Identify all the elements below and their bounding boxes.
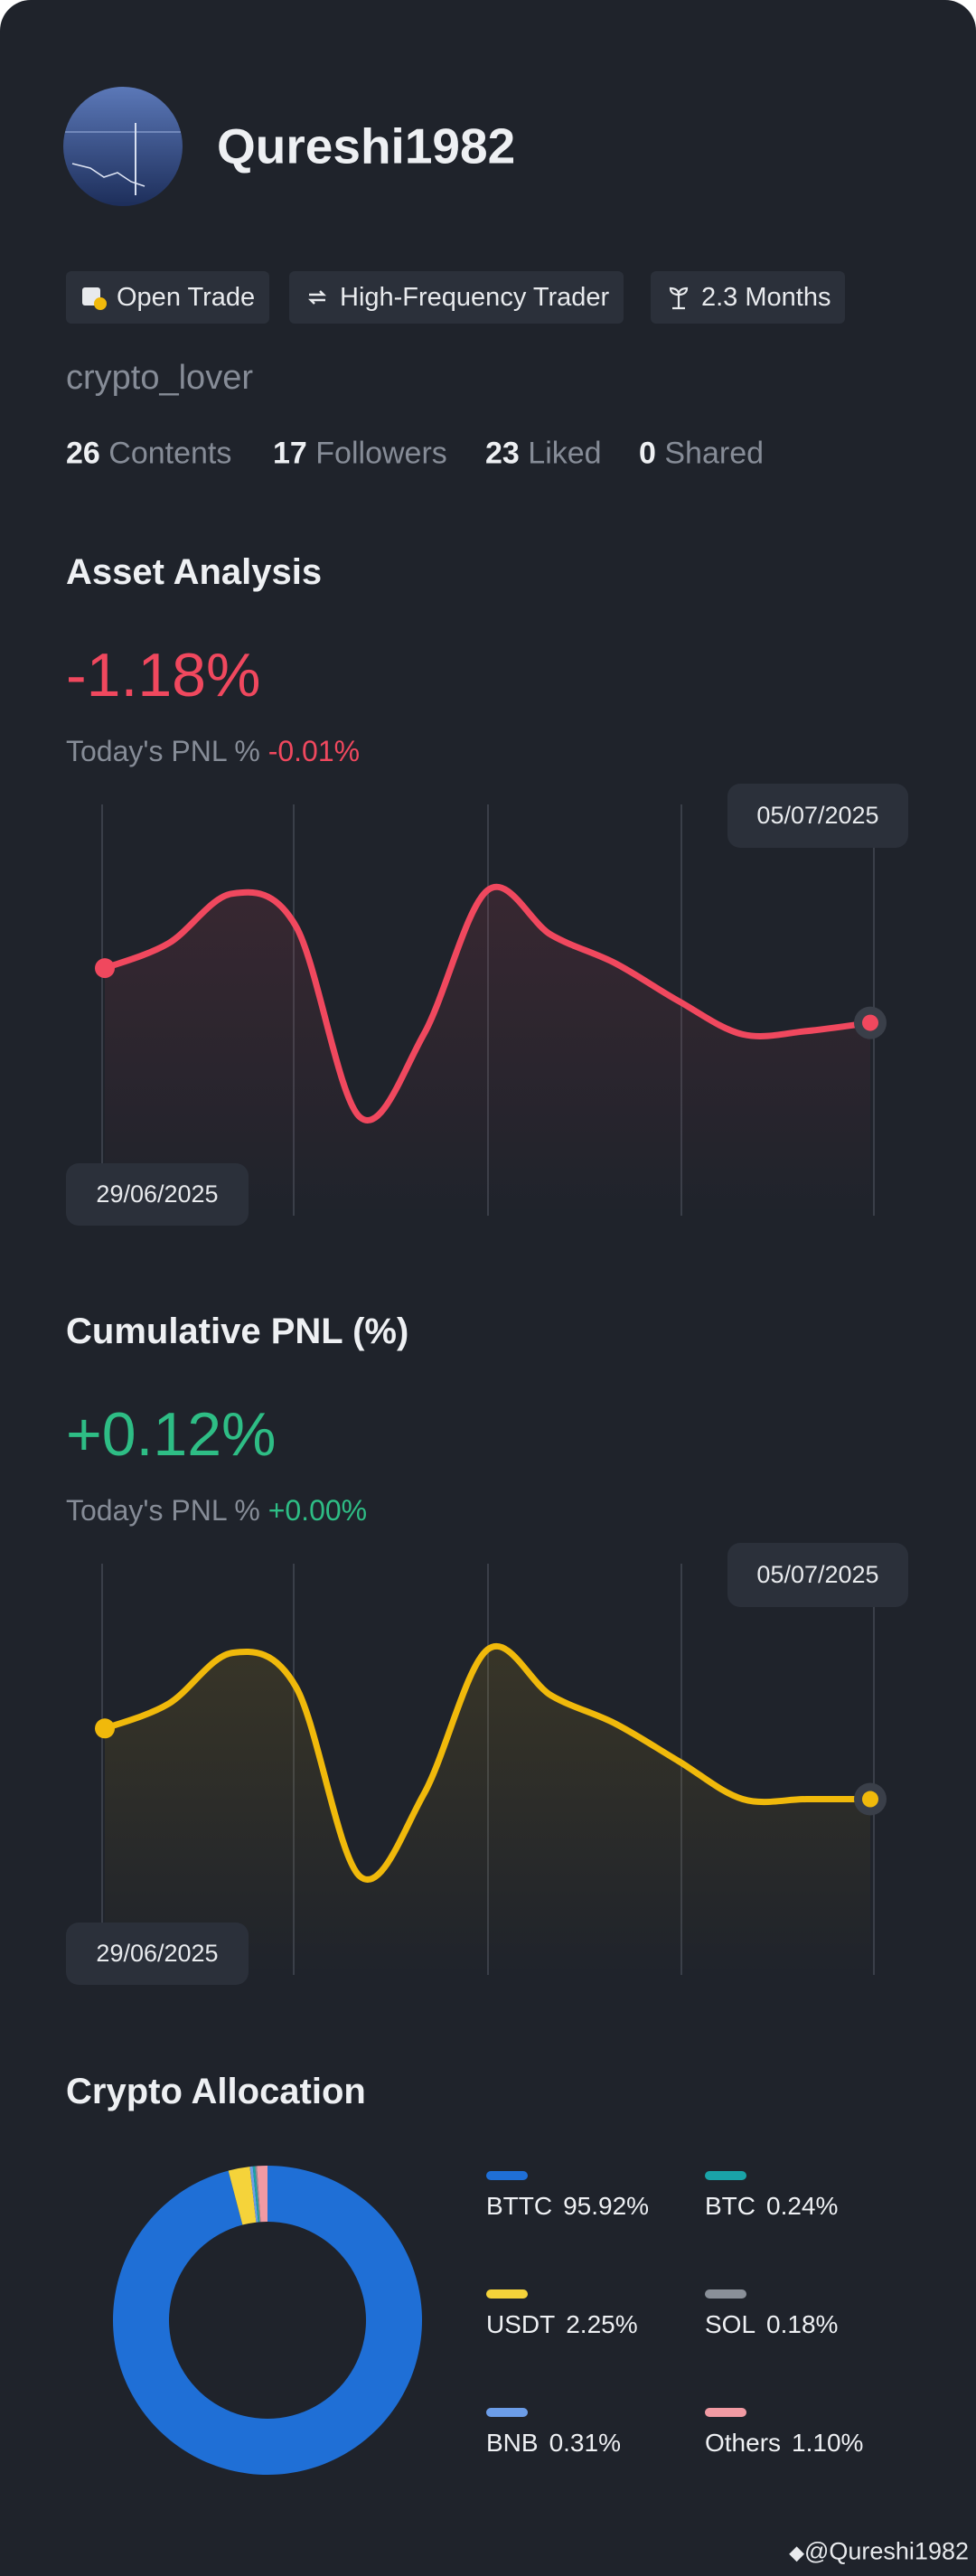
stat-label: Liked xyxy=(528,436,602,471)
tag-label: Open Trade xyxy=(117,282,256,312)
end-dot xyxy=(862,1791,878,1808)
stat-value: 23 xyxy=(485,436,520,471)
end-dot xyxy=(862,1014,878,1031)
stat-value: 26 xyxy=(66,436,100,471)
line-area xyxy=(105,1646,870,1975)
legend-swatch xyxy=(486,2171,528,2180)
watermark-text: @Qureshi1982 xyxy=(803,2537,969,2565)
donut-segment xyxy=(252,2166,260,2223)
today-value: -0.01% xyxy=(267,735,361,767)
section-title: Crypto Allocation xyxy=(66,2072,366,2111)
line xyxy=(101,884,874,1123)
end-date: 05/07/2025 xyxy=(727,1543,908,1607)
legend-name: BTTC xyxy=(486,2192,552,2220)
start-date: 29/06/2025 xyxy=(66,1923,249,1985)
legend-label: Others 1.10% xyxy=(705,2429,863,2457)
bio: crypto_lover xyxy=(66,359,253,397)
legend-value: 2.25% xyxy=(566,2310,637,2338)
legend-name: USDT xyxy=(486,2310,555,2338)
tag-icon xyxy=(669,287,689,310)
today-pnl: Today's PNL % +0.00% xyxy=(66,1496,367,1525)
stat: 23 Liked xyxy=(485,437,602,472)
today-label: Today's PNL % xyxy=(66,735,260,767)
legend-value: 0.31% xyxy=(549,2429,621,2457)
tag: 2.3 Months xyxy=(651,271,846,324)
start-date: 29/06/2025 xyxy=(66,1163,249,1226)
asset-value: -1.18% xyxy=(66,641,261,710)
username: Qureshi1982 xyxy=(217,118,516,174)
legend-swatch xyxy=(705,2289,746,2299)
start-dot xyxy=(95,1718,115,1739)
legend-swatch xyxy=(486,2408,528,2417)
stat: 26 Contents xyxy=(66,437,231,472)
legend-name: Others xyxy=(705,2429,781,2457)
end-date: 05/07/2025 xyxy=(727,784,908,848)
tag: High-Frequency Trader xyxy=(289,271,624,324)
today-value: +0.00% xyxy=(267,1494,368,1527)
legend-value: 0.24% xyxy=(766,2192,838,2220)
today-pnl: Today's PNL % -0.01% xyxy=(66,737,360,766)
stat: 0 Shared xyxy=(639,437,764,472)
stat-label: Followers xyxy=(315,436,447,471)
tag-icon xyxy=(307,290,327,305)
donut-segment xyxy=(257,2166,267,2223)
stat-label: Contents xyxy=(108,436,232,471)
legend-label: USDT 2.25% xyxy=(486,2310,638,2338)
donut-segment xyxy=(228,2167,257,2225)
legend-name: BTC xyxy=(705,2192,755,2220)
stat-label: Shared xyxy=(664,436,765,471)
legend-label: BTC 0.24% xyxy=(705,2192,838,2220)
stat-value: 0 xyxy=(639,436,656,471)
tag-label: 2.3 Months xyxy=(701,282,831,312)
legend-label: BNB 0.31% xyxy=(486,2429,621,2457)
start-dot xyxy=(95,958,115,979)
legend-label: SOL 0.18% xyxy=(705,2310,838,2338)
cumulative-value: +0.12% xyxy=(66,1400,277,1469)
avatar xyxy=(63,87,183,206)
legend-value: 95.92% xyxy=(563,2192,649,2220)
watermark: ◆@Qureshi1982 xyxy=(789,2537,969,2565)
legend-name: SOL xyxy=(705,2310,755,2338)
line-area xyxy=(105,887,870,1216)
tag-label: High-Frequency Trader xyxy=(340,282,610,312)
legend-label: BTTC 95.92% xyxy=(486,2192,649,2220)
tag-icon xyxy=(82,287,107,310)
section-title: Asset Analysis xyxy=(66,552,323,592)
legend-swatch xyxy=(486,2289,528,2299)
legend-value: 0.18% xyxy=(766,2310,838,2338)
section-title: Cumulative PNL (%) xyxy=(66,1312,409,1351)
donut-segment xyxy=(255,2166,261,2223)
donut-segment xyxy=(249,2166,258,2223)
stat: 17 Followers xyxy=(273,437,447,472)
donut-segment xyxy=(113,2166,423,2475)
legend-swatch xyxy=(705,2171,746,2180)
legend-value: 1.10% xyxy=(792,2429,863,2457)
line xyxy=(101,1643,874,1883)
tag: Open Trade xyxy=(66,271,270,324)
legend-swatch xyxy=(705,2408,746,2417)
stat-value: 17 xyxy=(273,436,307,471)
today-label: Today's PNL % xyxy=(66,1494,260,1527)
legend-name: BNB xyxy=(486,2429,539,2457)
